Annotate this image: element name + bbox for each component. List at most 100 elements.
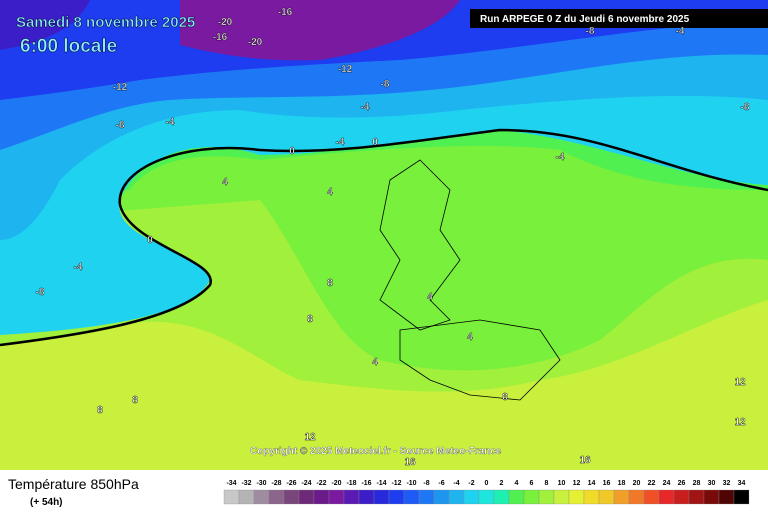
- contour-label: 8: [97, 405, 103, 416]
- contour-label: -8: [586, 26, 595, 37]
- scale-label: -12: [391, 480, 401, 487]
- scale-label: 30: [708, 480, 716, 487]
- contour-label: 16: [579, 455, 591, 466]
- scale-swatch: [598, 489, 615, 505]
- contour-label: -4: [361, 102, 370, 113]
- contour-label: -4: [556, 152, 565, 163]
- scale-label: -34: [226, 480, 236, 487]
- scale-label: -26: [286, 480, 296, 487]
- scale-label: 8: [545, 480, 549, 487]
- contour-labels: -20 -16 -16 -20 -12 -8 -4 -12 -8 -4 0 -4 0 4 4 0 -4 -8 8 8 1…: [35, 7, 750, 468]
- scale-swatch: [313, 489, 330, 505]
- scale-label: 32: [723, 480, 731, 487]
- scale-label: 2: [500, 480, 504, 487]
- scale-label: -22: [316, 480, 326, 487]
- contour-label: 4: [467, 332, 473, 343]
- scale-swatch: [523, 489, 540, 505]
- contour-label: 8: [502, 392, 508, 403]
- coastline: [399, 319, 561, 401]
- scale-label: -18: [346, 480, 356, 487]
- contour-label: -4: [676, 26, 685, 37]
- scale-swatch: [493, 489, 510, 505]
- contour-label: 4: [222, 177, 228, 188]
- contour-label: 0: [289, 146, 295, 157]
- contour-label: 12: [734, 377, 746, 388]
- contour-label: -8: [381, 79, 390, 90]
- scale-swatch: [583, 489, 600, 505]
- copyright: Copyright © 2025 Meteociel.fr - Source M…: [250, 446, 502, 457]
- scale-label: -30: [256, 480, 266, 487]
- scale-swatch: [328, 489, 345, 505]
- contour-label: -16: [278, 7, 293, 18]
- scale-label: 14: [588, 480, 596, 487]
- contour-label: 4: [427, 292, 433, 303]
- contour-label: -4: [74, 262, 83, 273]
- color-scale: -34 -32 -30 -28 -26 -24 -22 -20 -18 -16 -14 -12 -10-…: [223, 480, 750, 505]
- contour-label: 0: [372, 137, 378, 148]
- scale-label: 16: [603, 480, 611, 487]
- scale-swatch: [628, 489, 645, 505]
- scale-label: 6: [530, 480, 534, 487]
- contour-label: 8: [327, 278, 333, 289]
- contour-label: -20: [218, 17, 233, 28]
- scale-label: 0: [485, 480, 489, 487]
- contour-label: 12: [734, 417, 746, 428]
- scale-swatch: [283, 489, 300, 505]
- scale-swatch: [358, 489, 375, 505]
- scale-swatch: [733, 489, 750, 505]
- scale-swatch: [223, 489, 240, 505]
- scale-label: -16: [361, 480, 371, 487]
- run-label: Run ARPEGE 0 Z du Jeudi 6 novembre 2025: [480, 14, 690, 25]
- scale-label: -6: [438, 480, 444, 487]
- scale-swatch: [253, 489, 270, 505]
- scale-label: 24: [663, 480, 671, 487]
- scale-swatch: [553, 489, 570, 505]
- contour-label: -20: [248, 37, 263, 48]
- run-banner: [470, 9, 768, 28]
- scale-swatch: [718, 489, 735, 505]
- contour-label: -16: [213, 32, 228, 43]
- band-m20: [180, 0, 460, 61]
- contour-label: -4: [336, 137, 345, 148]
- scale-label: 12: [573, 480, 581, 487]
- contour-label: 8: [132, 395, 138, 406]
- scale-label: 4: [515, 480, 519, 487]
- scale-label: -10: [406, 480, 416, 487]
- contour-label: 8: [307, 314, 313, 325]
- scale-swatch: [568, 489, 585, 505]
- zero-isotherm: [0, 128, 768, 347]
- scale-label: 20: [633, 480, 641, 487]
- scale-swatch: [538, 489, 555, 505]
- scale-swatch: [298, 489, 315, 505]
- contour-label: 16: [404, 457, 416, 468]
- scale-label: 34: [738, 480, 746, 487]
- contour-label: 12: [304, 432, 316, 443]
- scale-swatch: [403, 489, 420, 505]
- scale-swatch: [238, 489, 255, 505]
- scale-label: 22: [648, 480, 656, 487]
- scale-swatch: [508, 489, 525, 505]
- footer-title: Température 850hPa: [8, 476, 139, 492]
- band-m16: [0, 0, 90, 50]
- contour-label: -12: [113, 82, 128, 93]
- scale-swatch: [478, 489, 495, 505]
- forecast-time: 6:00 locale: [20, 36, 117, 57]
- forecast-date: Samedi 8 novembre 2025: [16, 14, 195, 31]
- scale-swatch: [418, 489, 435, 505]
- scale-swatch: [703, 489, 720, 505]
- scale-swatch: [373, 489, 390, 505]
- scale-swatch: [433, 489, 450, 505]
- footer-lead: (+ 54h): [30, 497, 63, 508]
- scale-swatch: [268, 489, 285, 505]
- scale-label: -24: [301, 480, 311, 487]
- scale-swatch: [448, 489, 465, 505]
- coastline: [379, 159, 461, 331]
- contour-label: -12: [338, 64, 353, 75]
- scale-swatch: [613, 489, 630, 505]
- scale-swatch: [688, 489, 705, 505]
- scale-swatch: [463, 489, 480, 505]
- contour-label: -8: [36, 287, 45, 298]
- scale-label: 28: [693, 480, 701, 487]
- scale-label: -2: [468, 480, 474, 487]
